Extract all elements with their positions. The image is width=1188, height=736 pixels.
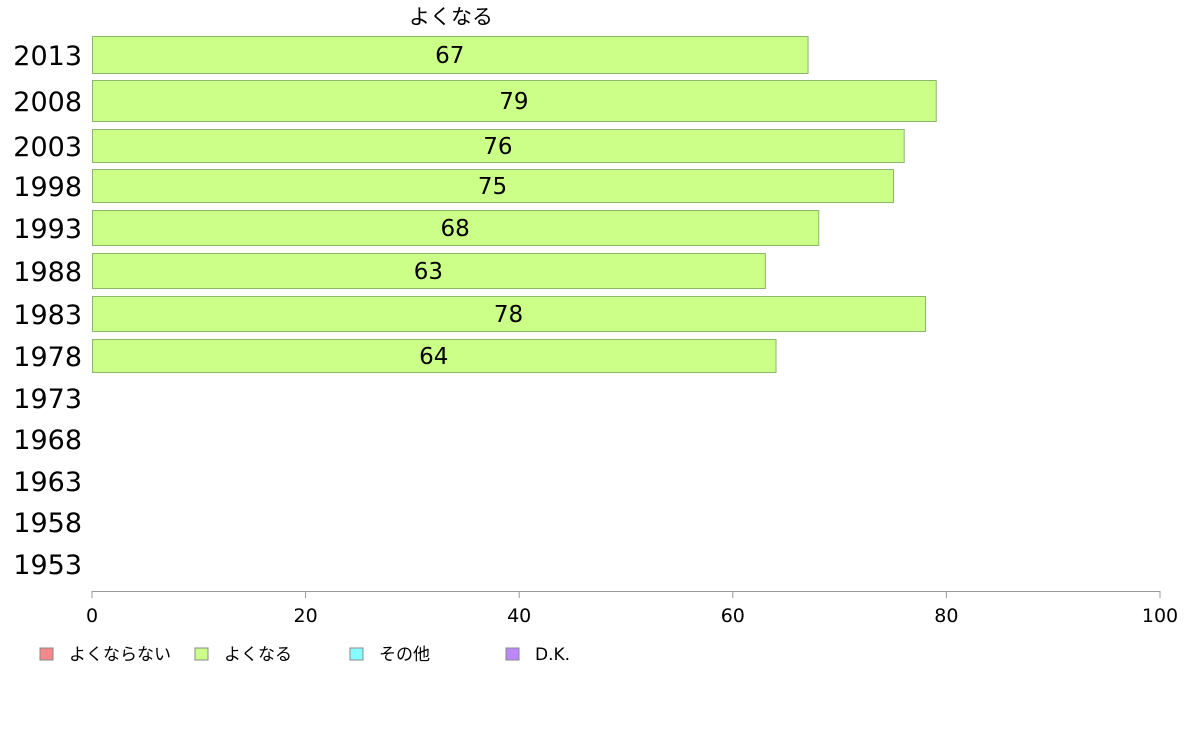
category-label: 2013 bbox=[13, 41, 82, 72]
bar bbox=[92, 36, 809, 74]
x-tick-label: 40 bbox=[507, 605, 531, 627]
x-tick-label: 100 bbox=[1142, 605, 1178, 627]
x-tick-label: 20 bbox=[294, 605, 318, 627]
data-label: 75 bbox=[478, 174, 507, 200]
legend-label: その他 bbox=[379, 645, 430, 665]
bar bbox=[92, 210, 820, 246]
x-tick-label: 0 bbox=[86, 605, 98, 627]
legend-label: D.K. bbox=[535, 645, 570, 665]
bar bbox=[92, 339, 777, 373]
bar bbox=[92, 253, 766, 289]
x-tick-label: 60 bbox=[721, 605, 745, 627]
x-tick-label: 80 bbox=[934, 605, 958, 627]
category-label: 1963 bbox=[13, 467, 82, 498]
legend: よくならない よくなる その他 D.K. bbox=[39, 645, 570, 665]
bar bbox=[92, 129, 905, 163]
category-label: 2003 bbox=[13, 132, 82, 163]
data-label: 68 bbox=[440, 216, 469, 242]
data-label: 79 bbox=[499, 89, 528, 115]
legend-swatch bbox=[39, 647, 54, 661]
value-labels: 67 79 76 75 68 63 78 64 bbox=[414, 43, 529, 370]
category-label: 1953 bbox=[13, 550, 82, 581]
data-label: 63 bbox=[414, 259, 443, 285]
category-label: 1998 bbox=[13, 172, 82, 203]
category-label: 1978 bbox=[13, 342, 82, 373]
category-label: 1958 bbox=[13, 508, 82, 539]
category-label: 1968 bbox=[13, 425, 82, 456]
data-label: 76 bbox=[483, 134, 512, 160]
legend-swatch bbox=[349, 647, 364, 661]
legend-label: よくならない bbox=[69, 645, 171, 665]
x-axis: 0 20 40 60 80 100 bbox=[86, 591, 1178, 627]
category-label: 1988 bbox=[13, 257, 82, 288]
category-label: 2008 bbox=[13, 87, 82, 118]
bars bbox=[92, 36, 937, 373]
category-labels: 2013 2008 2003 1998 1993 1988 1983 1978 1973 1968… bbox=[13, 41, 82, 581]
category-label: 1993 bbox=[13, 214, 82, 245]
data-label: 67 bbox=[435, 43, 464, 69]
data-label: 78 bbox=[494, 302, 523, 328]
bar bbox=[92, 80, 937, 122]
category-label: 1973 bbox=[13, 384, 82, 415]
legend-label: よくなる bbox=[224, 645, 292, 665]
bar bbox=[92, 169, 894, 203]
legend-swatch bbox=[194, 647, 209, 661]
legend-swatch bbox=[505, 647, 520, 661]
bar bbox=[92, 296, 927, 332]
series-title: よくなる bbox=[409, 5, 493, 29]
category-label: 1983 bbox=[13, 300, 82, 331]
data-label: 64 bbox=[419, 344, 448, 370]
